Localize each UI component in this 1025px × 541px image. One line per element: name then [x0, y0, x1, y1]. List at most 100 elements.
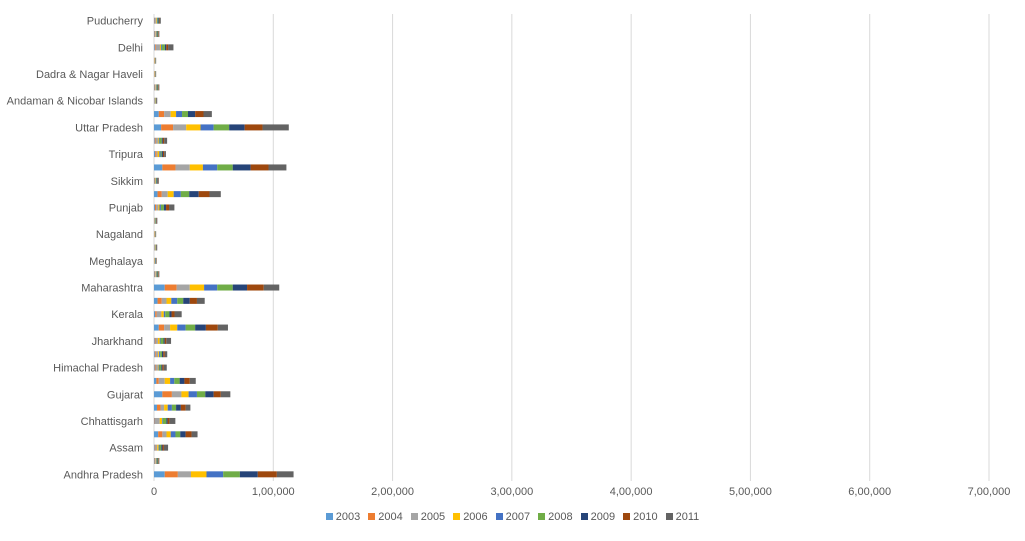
bar-segment [157, 405, 161, 411]
bar-segment [195, 325, 206, 331]
gridlines [154, 14, 989, 481]
bar-segment [163, 351, 165, 357]
bar-segment [159, 271, 160, 277]
bar-segment [186, 124, 200, 130]
bar-segment [166, 418, 167, 424]
bar-segment [155, 445, 156, 451]
bar-segment [154, 325, 159, 331]
bar-segment [154, 285, 165, 291]
bar-segment [159, 31, 160, 37]
y-tick-label: Uttar Pradesh [75, 122, 143, 134]
bar-segment [161, 445, 162, 451]
bar-segment [162, 138, 163, 144]
bar-segment [172, 405, 176, 411]
bar-segment [156, 18, 157, 24]
legend-swatch [538, 513, 545, 520]
bar-segment [175, 311, 182, 317]
bar-segment [197, 298, 205, 304]
bar-segment [172, 311, 175, 317]
bar-segment [165, 471, 178, 477]
legend-item: 2006 [453, 511, 487, 523]
bar-segment [156, 138, 158, 144]
bar-segment [264, 285, 280, 291]
bar-segment [245, 124, 263, 130]
legend-label: 2007 [506, 511, 530, 523]
bar-segment [217, 285, 233, 291]
bar-segment [184, 378, 189, 384]
x-tick-label: 1,00,000 [252, 486, 295, 498]
bar-segment [156, 84, 157, 90]
legend-swatch [496, 513, 503, 520]
bar-segment [161, 151, 162, 157]
legend-label: 2008 [548, 511, 572, 523]
bar-segment [154, 138, 155, 144]
bar-segment [158, 151, 160, 157]
bar-segment [180, 431, 185, 437]
y-tick-label: Meghalaya [89, 256, 144, 268]
bar-segment [214, 391, 221, 397]
bar-segment [165, 378, 170, 384]
legend-swatch [411, 513, 418, 520]
bar-segment [164, 325, 170, 331]
bar-segment [177, 325, 185, 331]
y-tick-label: Gujarat [107, 389, 143, 401]
legend-item: 2004 [368, 511, 402, 523]
bar-segment [154, 365, 155, 371]
bar-segment [158, 31, 159, 37]
bar-segment [229, 124, 245, 130]
bar-segment [154, 431, 158, 437]
bar-segment [163, 151, 164, 157]
bar-segment [154, 378, 156, 384]
bar-segment [190, 378, 196, 384]
bar-segment [155, 418, 160, 424]
bar-segment [277, 471, 294, 477]
bar-segment [195, 111, 203, 117]
bar-segment [165, 311, 169, 317]
bar-segment [191, 471, 207, 477]
bar-segment [162, 191, 168, 197]
bar-segment [163, 138, 164, 144]
bar-segment [155, 18, 156, 24]
bar-segment [163, 418, 167, 424]
bar-segment [155, 31, 156, 37]
bar-segment [156, 458, 157, 464]
bar-segment [157, 458, 158, 464]
bar-segment [157, 31, 158, 37]
bar-segment [169, 418, 175, 424]
bar-segment [156, 31, 157, 37]
bar-segment [156, 338, 158, 344]
bar-segment [171, 111, 176, 117]
bar-segment [164, 138, 167, 144]
bar-segment [156, 458, 157, 464]
bar-segment [158, 18, 159, 24]
bar-segment [217, 164, 233, 170]
bar-segment [186, 431, 192, 437]
bar-segment [201, 124, 214, 130]
bar-segment [162, 298, 167, 304]
bar-segment [159, 151, 160, 157]
bar-segment [233, 164, 251, 170]
legend-swatch [326, 513, 333, 520]
bar-segment [162, 418, 163, 424]
bar-segment [155, 311, 156, 317]
bar-segment [158, 178, 159, 184]
bar-segment [190, 164, 203, 170]
bar-segment [205, 391, 213, 397]
bar-segment [160, 138, 162, 144]
x-tick-label: 4,00,000 [610, 486, 653, 498]
x-tick-label: 6,00,000 [848, 486, 891, 498]
bar-segment [177, 285, 190, 291]
bar-segment [160, 418, 162, 424]
bar-segment [204, 285, 217, 291]
bar-segment [192, 431, 198, 437]
bar-segment [161, 405, 165, 411]
bar-segment [155, 365, 156, 371]
bar-segment [161, 365, 162, 371]
bar-segment [164, 111, 171, 117]
y-tick-label: Chhattisgarh [81, 416, 143, 428]
bar-segment [218, 325, 228, 331]
bar-segment [178, 471, 191, 477]
